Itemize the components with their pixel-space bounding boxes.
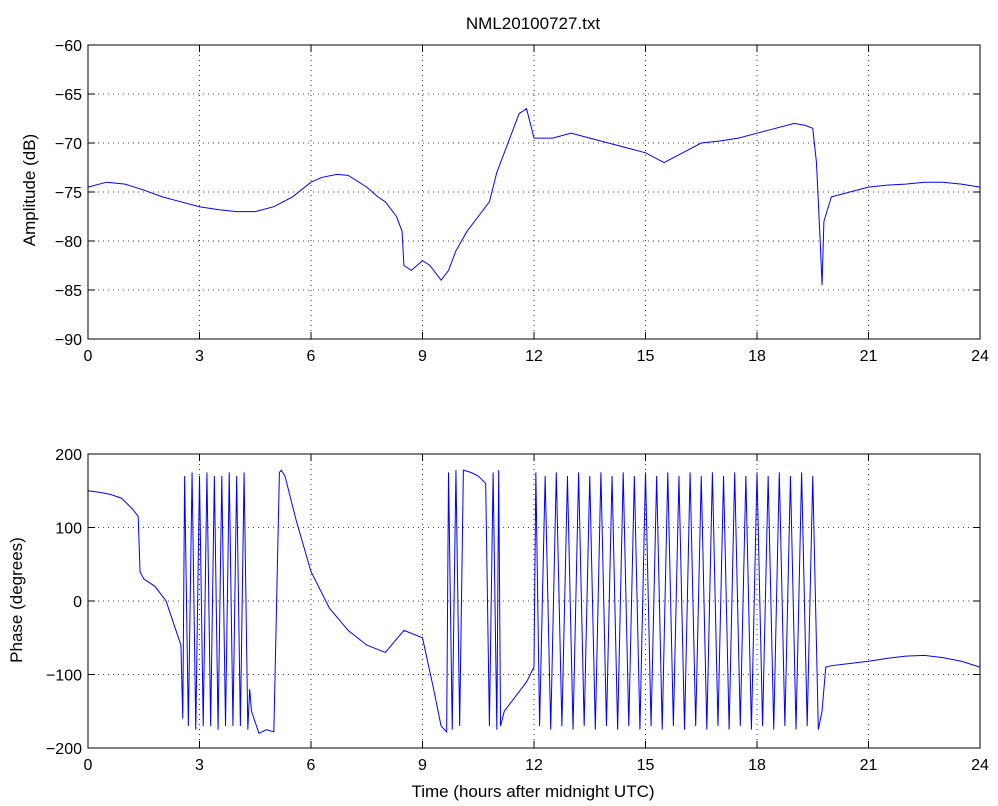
- amplitude-panel: 0 3 6 9 12 15 18 21 24 −90 −85 −80 −75 −70 −65 −60: [55, 38, 989, 365]
- phase-axes-frame: [87, 453, 981, 749]
- amplitude-x-tick-label: 3: [195, 348, 204, 365]
- amplitude-series-line: [87, 107, 981, 286]
- amplitude-y-tick-label: −60: [55, 38, 82, 55]
- amplitude-y-tick-label: −65: [55, 87, 82, 104]
- amplitude-y-axis-label: Amplitude (dB): [20, 134, 39, 246]
- phase-x-tick-label: 9: [418, 757, 427, 774]
- amplitude-y-tick-label: −90: [55, 332, 82, 349]
- amplitude-y-tick-label: −80: [55, 234, 82, 251]
- phase-x-tick-label: 12: [525, 757, 543, 774]
- amplitude-y-tick-label: −75: [55, 185, 82, 202]
- phase-x-tick-label: 6: [307, 757, 316, 774]
- x-axis-label: Time (hours after midnight UTC): [411, 782, 654, 801]
- amplitude-x-tick-label: 15: [637, 348, 655, 365]
- phase-y-tick-label: 0: [73, 594, 82, 611]
- phase-y-tick-label: 100: [55, 521, 82, 538]
- phase-x-tick-label: 24: [971, 757, 989, 774]
- phase-x-tick-label: 18: [748, 757, 766, 774]
- phase-x-tick-label: 0: [84, 757, 93, 774]
- amplitude-x-tick-label: 9: [418, 348, 427, 365]
- amplitude-x-tick-label: 6: [307, 348, 316, 365]
- phase-y-axis-label: Phase (degrees): [7, 537, 26, 663]
- chart-title: NML20100727.txt: [466, 14, 600, 33]
- phase-x-tick-label: 21: [860, 757, 878, 774]
- amplitude-x-tick-label: 21: [860, 348, 878, 365]
- phase-y-tick-label: 200: [55, 447, 82, 464]
- amplitude-x-tick-label: 24: [971, 348, 989, 365]
- phase-x-tick-label: 3: [195, 757, 204, 774]
- phase-x-tick-label: 15: [637, 757, 655, 774]
- amplitude-y-tick-label: −70: [55, 136, 82, 153]
- phase-y-tick-label: −200: [46, 741, 82, 758]
- amplitude-axes-frame: [87, 44, 981, 340]
- amplitude-x-tick-label: 18: [748, 348, 766, 365]
- amplitude-x-tick-label: 12: [525, 348, 543, 365]
- amplitude-y-tick-label: −85: [55, 283, 82, 300]
- phase-panel: 0 3 6 9 12 15 18 21 24 −200 −100 0 100 200: [46, 447, 989, 774]
- phase-y-tick-label: −100: [46, 668, 82, 685]
- phase-series-line: [87, 469, 981, 735]
- amplitude-x-tick-label: 0: [84, 348, 93, 365]
